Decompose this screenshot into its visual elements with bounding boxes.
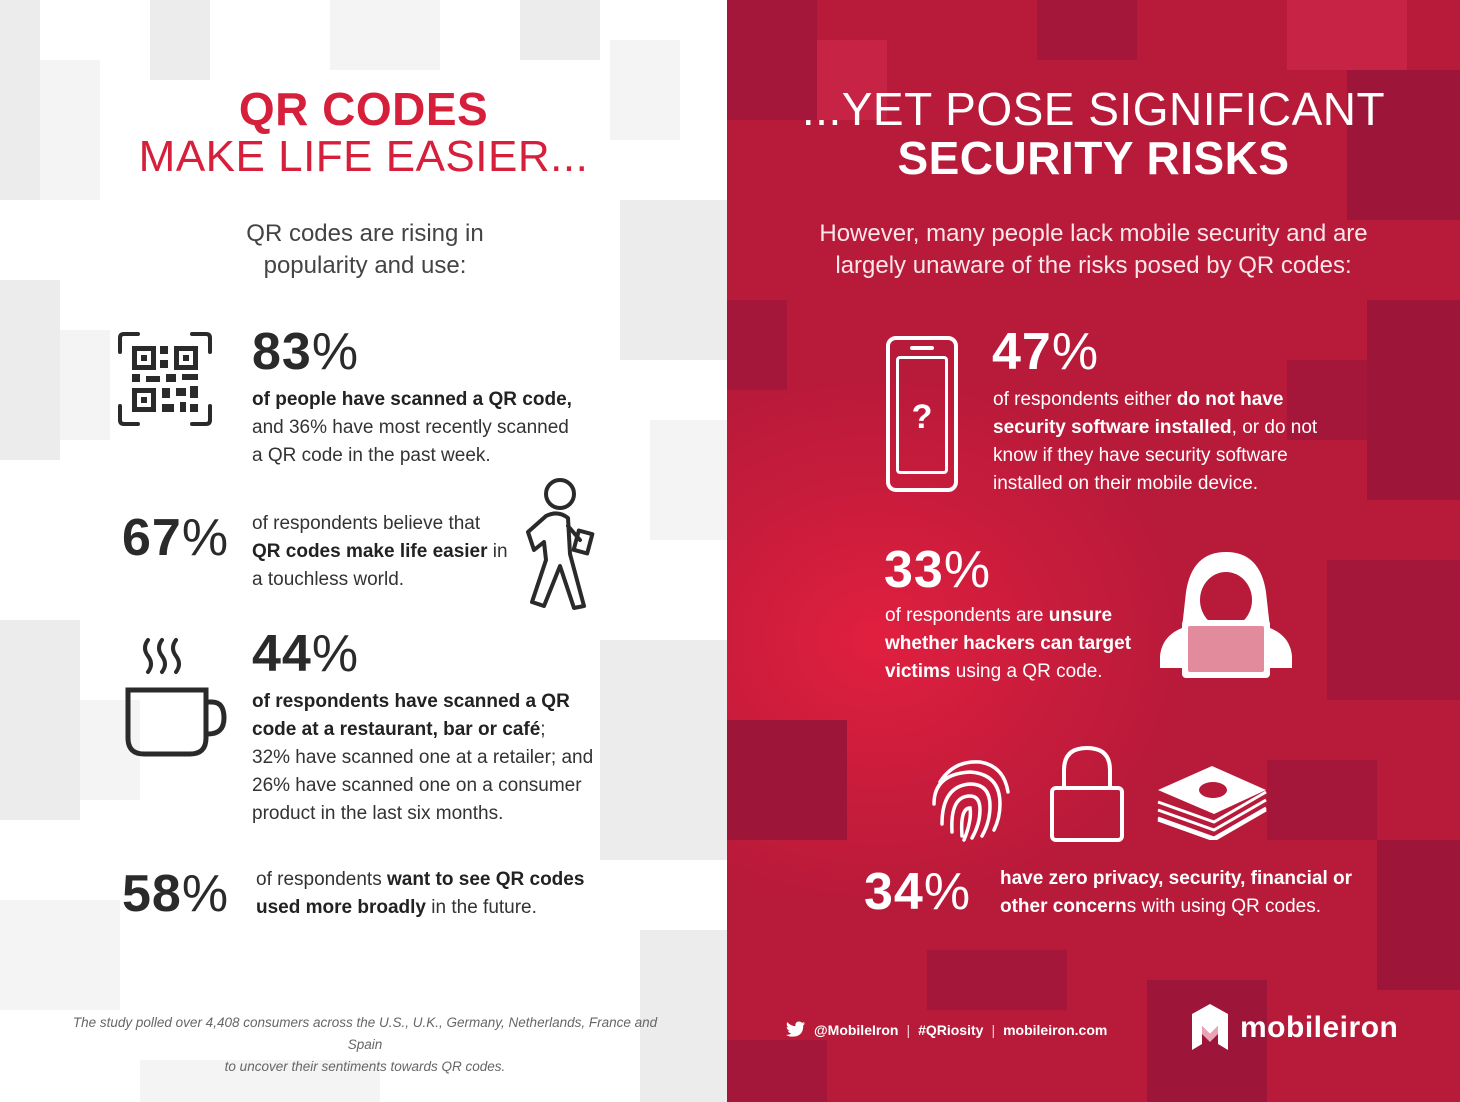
left-title-line1: QR CODES <box>238 83 489 135</box>
fingerprint-icon <box>932 760 1010 842</box>
bg-block <box>1267 760 1377 840</box>
bg-block <box>620 200 727 360</box>
coffee-cup-icon <box>125 638 227 757</box>
bg-block <box>0 280 60 460</box>
social-separator: | <box>906 1021 911 1038</box>
bg-block <box>650 420 727 540</box>
right-intro-line2: largely unaware of the risks posed by QR… <box>835 252 1352 279</box>
bg-block <box>610 40 680 140</box>
bg-block <box>1287 360 1367 440</box>
stat2-description: of respondents believe that QR codes mak… <box>252 513 508 590</box>
right-stat3-description: have zero privacy, security, financial o… <box>1000 868 1353 917</box>
bg-block <box>1367 300 1460 500</box>
bg-block <box>40 60 100 200</box>
stat2-percentage: 67% <box>122 509 230 567</box>
right-intro-line1: However, many people lack mobile securit… <box>819 220 1368 247</box>
twitter-handle-link[interactable]: @MobileIron <box>814 1021 899 1038</box>
qr-code-icon <box>118 332 212 426</box>
bg-block <box>0 0 40 200</box>
stat3-percentage: 44% <box>252 625 360 683</box>
money-stack-icon <box>1157 766 1267 840</box>
bg-block <box>60 330 110 440</box>
bg-block <box>1037 0 1137 60</box>
phone-question-mark: ? <box>911 398 933 436</box>
bg-block <box>1327 560 1460 700</box>
bg-block <box>600 640 727 860</box>
right-panel <box>727 0 1460 1102</box>
bg-block <box>0 620 80 820</box>
left-intro-line2: popularity and use: <box>263 252 467 279</box>
stat4-percentage: 58% <box>122 865 230 923</box>
right-stat1-description: of respondents either do not have securi… <box>993 389 1318 494</box>
hashtag-link[interactable]: #QRiosity <box>918 1021 984 1038</box>
right-stat2-description: of respondents are unsure whether hacker… <box>885 605 1132 682</box>
stat3-description: of respondents have scanned a QR code at… <box>252 691 594 824</box>
right-stat1-percentage: 47% <box>992 323 1100 381</box>
stat1-percentage: 83% <box>252 323 360 381</box>
padlock-icon <box>1050 745 1124 842</box>
stat4-description: of respondents want to see QR codes used… <box>256 869 585 918</box>
walking-person-icon <box>526 478 595 610</box>
hacker-icon <box>1160 552 1292 678</box>
website-link[interactable]: mobileiron.com <box>1003 1021 1108 1038</box>
bg-block <box>727 1040 827 1102</box>
right-title-line2: SECURITY RISKS <box>897 132 1290 184</box>
bg-block <box>0 900 120 1010</box>
left-title-line2: MAKE LIFE EASIER... <box>138 132 589 181</box>
bg-block <box>330 0 440 70</box>
social-separator: | <box>991 1021 996 1038</box>
mobileiron-brand: mobileiron <box>1190 1004 1398 1052</box>
brand-name: mobileiron <box>1240 1011 1399 1044</box>
left-intro-line1: QR codes are rising in <box>246 220 484 247</box>
bg-block <box>727 0 817 120</box>
bg-block <box>1287 0 1407 70</box>
phone-speaker <box>910 346 934 350</box>
phone-icon: ? <box>886 336 958 492</box>
right-title-line1: ...YET POSE SIGNIFICANT <box>801 83 1386 135</box>
left-intro: QR codes are rising in popularity and us… <box>0 218 730 282</box>
bg-block <box>1347 70 1460 220</box>
bg-block <box>640 930 727 1102</box>
bg-block <box>150 0 210 80</box>
left-panel <box>0 0 727 1102</box>
right-stat3-percentage: 34% <box>864 863 972 921</box>
stat1-description: of people have scanned a QR code, and 36… <box>252 389 572 466</box>
bg-block <box>140 1060 380 1102</box>
study-footnote: The study polled over 4,408 consumers ac… <box>72 1015 658 1074</box>
bg-block <box>927 950 1067 1010</box>
social-footer: @MobileIron | #QRiosity | mobileiron.com <box>786 1021 1107 1038</box>
twitter-icon[interactable] <box>786 1021 806 1038</box>
bg-block <box>520 0 600 60</box>
bg-block <box>817 40 887 120</box>
mobileiron-logo-icon <box>1192 1004 1228 1050</box>
bg-block <box>727 720 847 840</box>
right-intro: However, many people lack mobile securit… <box>727 218 1460 282</box>
right-stat2-percentage: 33% <box>884 541 992 599</box>
bg-block <box>1147 980 1267 1102</box>
bg-block <box>1377 840 1460 990</box>
bg-block <box>727 300 787 390</box>
